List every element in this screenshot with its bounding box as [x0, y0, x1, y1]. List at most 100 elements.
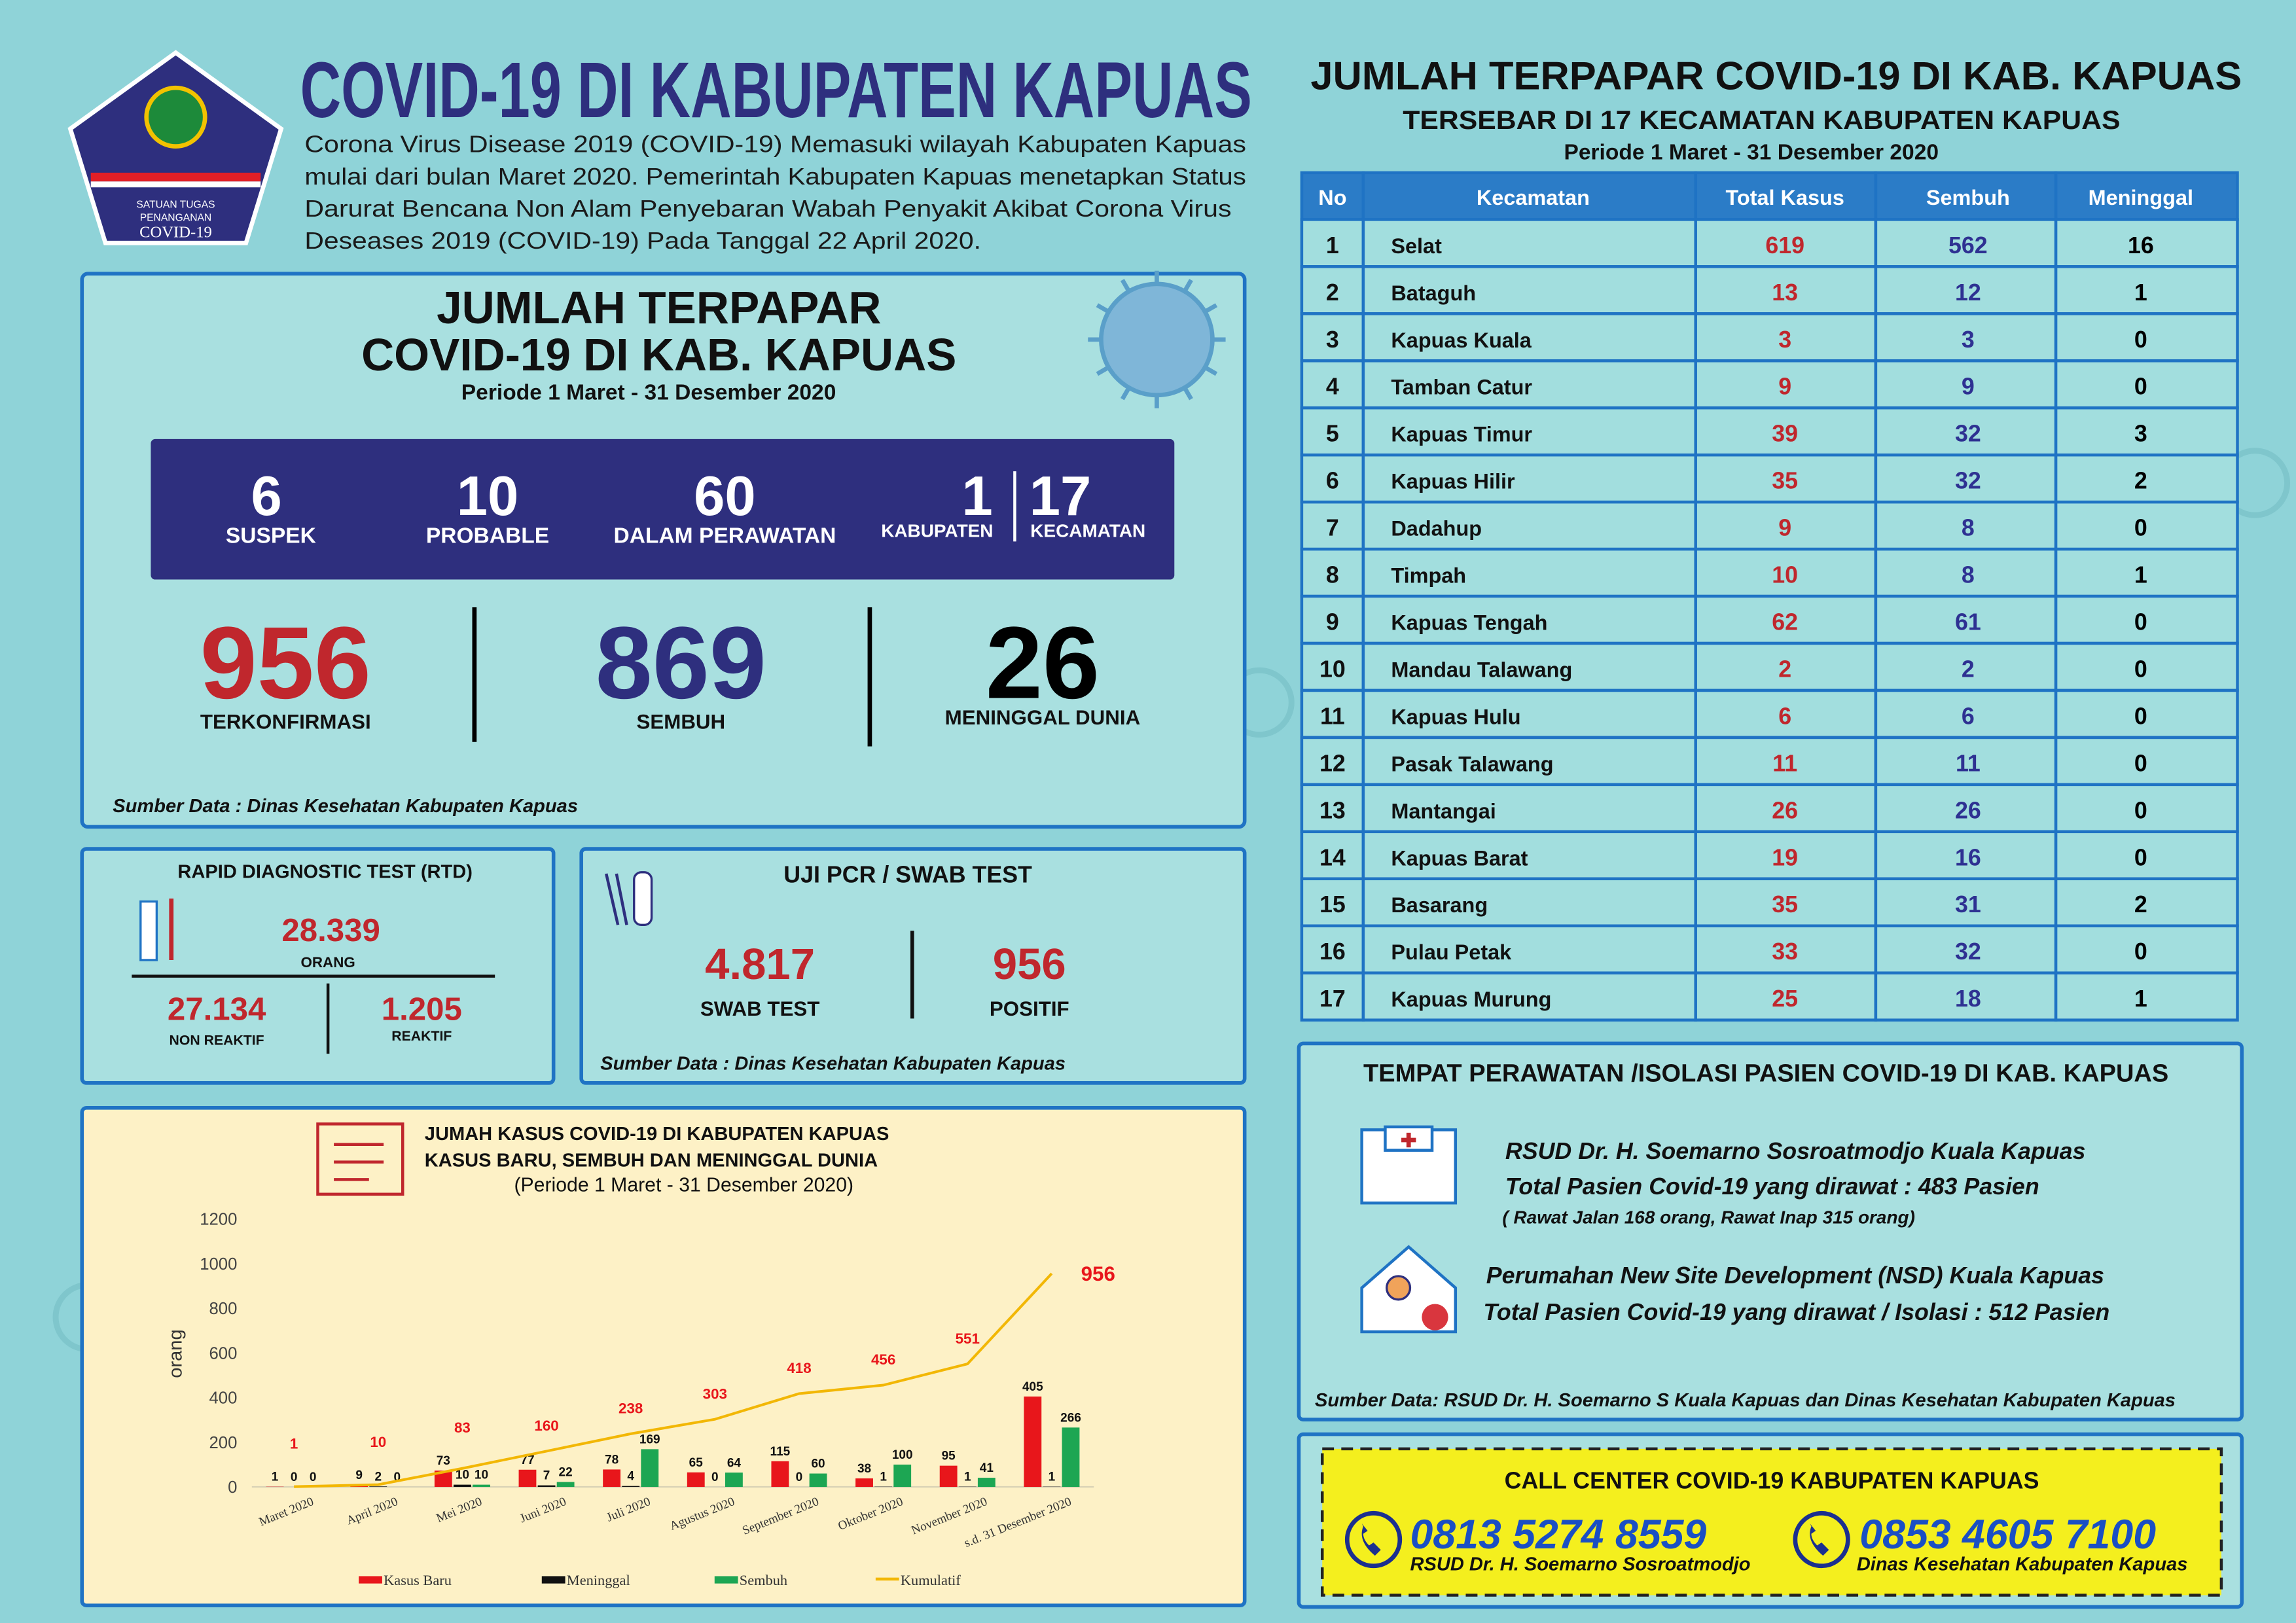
table-value: 10 [1319, 656, 1346, 682]
data-label: 160 [534, 1418, 558, 1434]
total-label: MENINGGAL DUNIA [945, 706, 1141, 729]
phone-number: 0853 4605 7100 [1859, 1512, 2156, 1558]
data-label: 1 [272, 1471, 279, 1484]
table-value: Mantangai [1391, 799, 1496, 823]
data-label: 10 [456, 1469, 469, 1482]
phone-icon [1793, 1510, 1850, 1569]
intro-text: Darurat Bencana Non Alam Penyebaran Waba… [304, 196, 1231, 222]
y-tick-label: 0 [228, 1478, 237, 1497]
table-value: 0 [2134, 703, 2147, 729]
table-subtitle: TERSEBAR DI 17 KECAMATAN KABUPATEN KAPUA… [1403, 105, 2120, 135]
table-value: 35 [1772, 468, 1798, 494]
table-cell [1874, 783, 2058, 834]
data-label: 266 [1060, 1411, 1081, 1425]
intro-text: Corona Virus Disease 2019 (COVID-19) Mem… [304, 132, 1246, 158]
tube-icon [633, 871, 653, 926]
total-value: 26 [986, 606, 1100, 721]
data-label: 60 [811, 1457, 825, 1471]
test-kit-icon [139, 900, 158, 961]
chart-icon [316, 1122, 404, 1196]
table-value: 8 [1326, 562, 1339, 588]
table-cell [1361, 830, 1697, 881]
table-value: 32 [1955, 938, 1981, 965]
table-value: 9 [1962, 374, 1975, 400]
place-name: RSUD Dr. H. Soemarno Sosroatmodjo Kuala … [1505, 1138, 2086, 1164]
data-label: 2 [374, 1470, 382, 1484]
data-label: 0 [291, 1471, 298, 1484]
bar [1024, 1396, 1042, 1488]
stats-band [151, 438, 1175, 580]
table-value: 0 [2134, 327, 2147, 353]
data-label: 303 [703, 1385, 727, 1402]
intro-text: Deseases 2019 (COVID-19) Pada Tanggal 22… [304, 228, 981, 254]
data-label: 7 [543, 1469, 550, 1483]
table-cell [2054, 406, 2239, 457]
table-header: No [1318, 186, 1346, 209]
table-cell [1300, 688, 1365, 740]
table-header-cell [1361, 171, 1697, 221]
place-name: Perumahan New Site Development (NSD) Kua… [1486, 1262, 2104, 1289]
data-label: 9 [355, 1469, 363, 1482]
table-value: 16 [1319, 938, 1346, 965]
rdt-box [80, 847, 556, 1085]
rdt-total: 28.339 [281, 912, 380, 948]
table-cell [2054, 547, 2239, 598]
data-label: 0 [394, 1471, 401, 1484]
table-value: 26 [1772, 797, 1798, 823]
table-value: 32 [1955, 421, 1981, 447]
table-cell [2054, 783, 2239, 834]
data-label: 0 [310, 1471, 317, 1484]
intro-text: mulai dari bulan Maret 2020. Pemerintah … [304, 164, 1246, 190]
table-cell [2054, 594, 2239, 645]
rdt-label: REAKTIF [391, 1028, 452, 1044]
table-value: Kapuas Hulu [1391, 705, 1520, 728]
y-tick-label: 1200 [200, 1211, 237, 1229]
table-value: 2 [2134, 891, 2147, 918]
data-label: 10 [475, 1469, 488, 1482]
phone-icon [1344, 1510, 1403, 1569]
table-value: 10 [1772, 562, 1798, 588]
table-cell [1361, 406, 1697, 457]
data-label: 1 [290, 1436, 298, 1452]
logo-text: COVID-19 [139, 223, 212, 241]
logo-text: SATUAN TUGAS [136, 200, 215, 211]
table-header: Total Kasus [1726, 186, 1844, 209]
table-value: 6 [1962, 703, 1975, 729]
table-value: 62 [1772, 609, 1798, 635]
bar [687, 1472, 705, 1488]
stat-label: SUSPEK [226, 524, 316, 548]
stat-label: KABUPATEN [881, 521, 993, 541]
table-cell [1874, 971, 2058, 1022]
bar [771, 1461, 789, 1488]
table-value: Basarang [1391, 893, 1488, 917]
source-note: Sumber Data : Dinas Kesehatan Kabupaten … [600, 1054, 1066, 1075]
table-value: 1 [2134, 279, 2147, 306]
data-label: 100 [892, 1448, 913, 1462]
table-value: 6 [1778, 703, 1791, 729]
table-value: 8 [1962, 515, 1975, 541]
data-label: 238 [619, 1400, 643, 1417]
page-title: COVID-19 DI KABUPATEN KAPUAS [300, 46, 1252, 134]
contact-name: RSUD Dr. H. Soemarno Sosroatmodjo [1410, 1554, 1750, 1575]
table-value: 2 [2134, 468, 2147, 494]
table-cell [1694, 453, 1878, 504]
swab-icon [615, 873, 628, 925]
table-cell [1361, 594, 1697, 645]
table-value: 619 [1765, 232, 1804, 259]
table-value: 61 [1955, 609, 1981, 635]
source-note: Sumber Data: RSUD Dr. H. Soemarno S Kual… [1315, 1390, 2176, 1411]
pcr-label: POSITIF [990, 997, 1069, 1020]
table-value: 12 [1319, 750, 1346, 776]
table-value: Kapuas Murung [1391, 988, 1551, 1011]
bar [977, 1478, 996, 1488]
table-value: Kapuas Kuala [1391, 329, 1532, 352]
chart-subtitle: (Periode 1 Maret - 31 Desember 2020) [514, 1174, 854, 1196]
table-cell [2054, 736, 2239, 787]
table-header: Kecamatan [1477, 186, 1590, 209]
table-cell [1874, 218, 2058, 268]
legend-swatch [541, 1576, 565, 1584]
table-value: 1 [2134, 986, 2147, 1012]
place-patients: Total Pasien Covid-19 yang dirawat : 483… [1505, 1173, 2039, 1200]
place-patients: Total Pasien Covid-19 yang dirawat / Iso… [1483, 1299, 2109, 1325]
pcr-title: UJI PCR / SWAB TEST [783, 861, 1032, 887]
